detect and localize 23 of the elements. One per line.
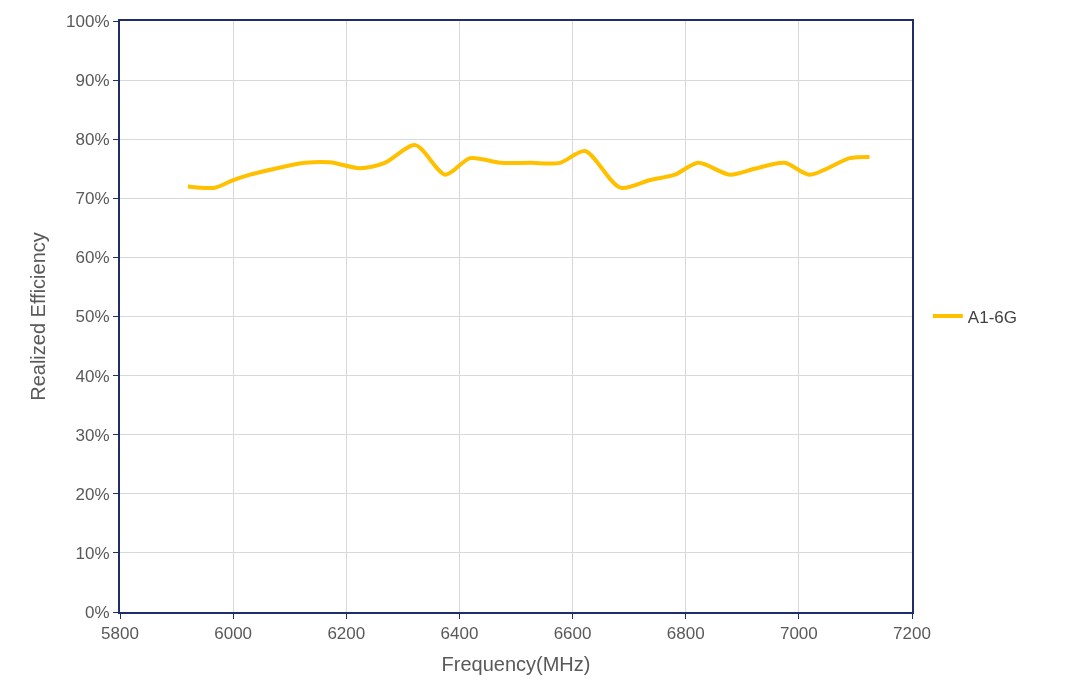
- x-tick-label: 5800: [101, 624, 139, 644]
- x-tick-label: 6400: [440, 624, 479, 644]
- y-axis-title: Realized Efficiency: [27, 232, 50, 401]
- y-tick-label: 90%: [75, 71, 110, 91]
- y-tick-label: 0%: [85, 602, 110, 622]
- y-tick-label: 30%: [75, 425, 110, 445]
- x-tick-label: 7000: [779, 624, 818, 644]
- x-tick-label: 6000: [214, 624, 253, 644]
- y-tick-label: 20%: [75, 484, 110, 504]
- x-tick-label: 6600: [553, 624, 592, 644]
- line-series: [185, 143, 872, 190]
- x-axis-title: Frequency(MHz): [441, 653, 591, 676]
- y-tick-label: 80%: [75, 130, 110, 150]
- legend-label: A1-6G: [967, 307, 1017, 327]
- x-tick-label: 6200: [327, 624, 366, 644]
- y-tick-label: 60%: [75, 248, 110, 268]
- y-tick-label: 50%: [75, 307, 110, 327]
- y-tick-label: 70%: [75, 189, 110, 209]
- x-tick-label: 6800: [666, 624, 705, 644]
- y-tick-label: 10%: [75, 543, 110, 563]
- y-tick-label: 100%: [66, 11, 110, 31]
- x-tick-label: 7200: [893, 624, 931, 644]
- y-tick-label: 40%: [75, 366, 110, 386]
